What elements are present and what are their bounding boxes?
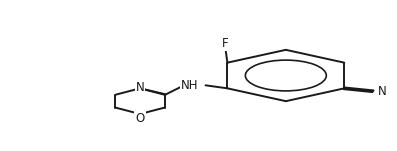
Text: O: O [135,112,145,125]
Text: N: N [136,81,145,94]
Text: NH: NH [181,79,198,92]
Text: F: F [222,37,229,50]
Text: N: N [378,85,386,98]
Text: N: N [136,81,145,94]
